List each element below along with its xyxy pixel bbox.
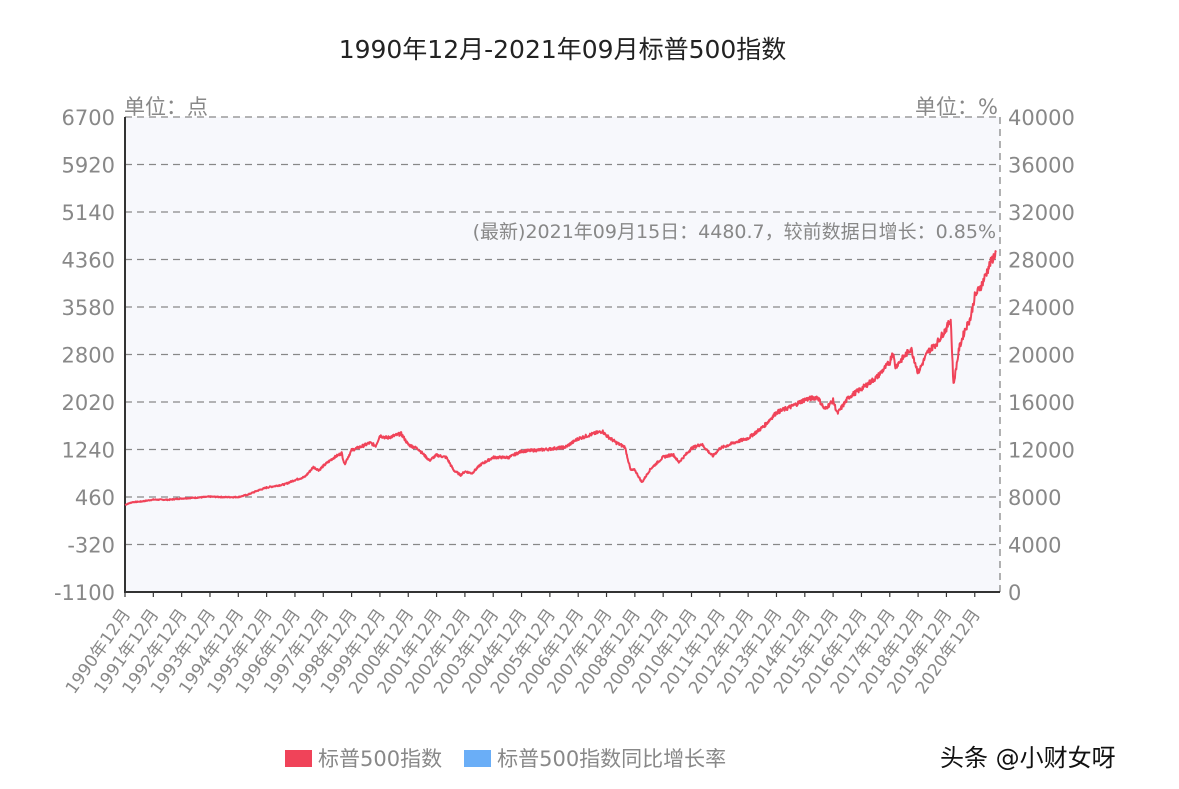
y-tick-right: 12000 (1008, 439, 1075, 463)
y-tick-left: -1100 (54, 581, 115, 605)
legend-label: 标普500指数同比增长率 (497, 747, 727, 771)
y-tick-left: 4360 (62, 249, 115, 273)
watermark: 头条 @小财女呀 (940, 744, 1116, 772)
legend-item-sp500-yoy-growth[interactable]: 标普500指数同比增长率 (464, 743, 726, 773)
y-tick-right: 0 (1008, 581, 1021, 605)
sp500-index-line[interactable] (124, 250, 997, 506)
y-tick-left: 2800 (62, 344, 115, 368)
y-tick-right: 32000 (1008, 201, 1075, 225)
legend-item-sp500-index[interactable]: 标普500指数 (285, 743, 442, 773)
legend-label: 标普500指数 (318, 747, 443, 771)
y-axis-right-unit: 单位：% (915, 95, 998, 119)
y-tick-right: 16000 (1008, 391, 1075, 415)
y-tick-right: 28000 (1008, 249, 1075, 273)
y-tick-left: -320 (67, 534, 115, 558)
y-tick-left: 5920 (62, 154, 115, 178)
y-tick-left: 2020 (62, 391, 115, 415)
y-tick-left: 3580 (62, 296, 115, 320)
legend: 标普500指数 标普500指数同比增长率 (285, 743, 748, 773)
y-tick-right: 8000 (1008, 486, 1061, 510)
y-tick-right: 20000 (1008, 344, 1075, 368)
y-tick-left: 1240 (62, 439, 115, 463)
y-axis-left-unit: 单位：点 (124, 95, 208, 119)
y-tick-left: 5140 (62, 201, 115, 225)
y-tick-left: 6700 (62, 106, 115, 130)
y-tick-right: 40000 (1008, 106, 1075, 130)
y-tick-right: 24000 (1008, 296, 1075, 320)
latest-value-annotation: (最新)2021年09月15日：4480.7，较前数据日增长：0.85% (473, 221, 996, 243)
y-axis-left-ticks: 6700 5920 5140 4360 3580 2800 2020 1240 460 -320 -… (54, 106, 115, 605)
y-axis-right-ticks: 4000036000320002800024000200001600012000… (1008, 106, 1075, 605)
y-tick-right: 36000 (1008, 154, 1075, 178)
y-tick-left: 460 (75, 486, 115, 510)
y-tick-right: 4000 (1008, 534, 1061, 558)
legend-swatch-blue (464, 749, 492, 767)
chart-title: 1990年12月-2021年09月标普500指数 (338, 35, 787, 64)
legend-swatch-red (285, 749, 312, 767)
